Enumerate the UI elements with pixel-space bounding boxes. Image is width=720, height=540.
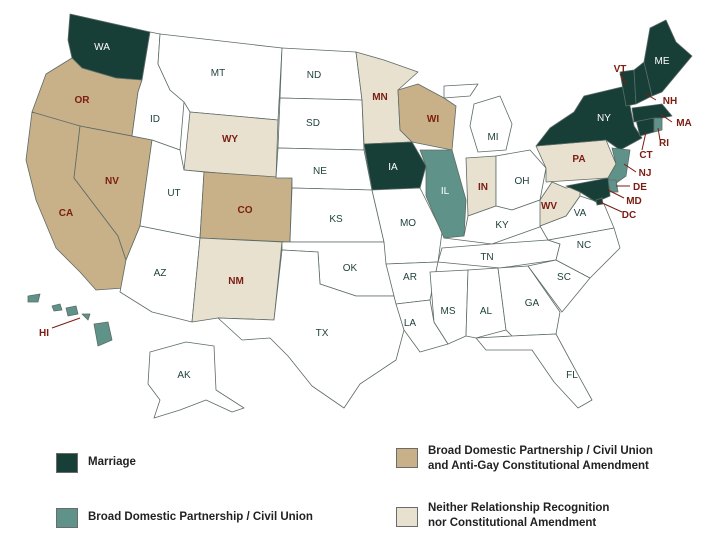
hi-callout-line [51, 317, 81, 329]
label-NC: NC [577, 240, 591, 251]
legend-neither: Neither Relationship Recognition nor Con… [396, 502, 609, 531]
legend-label-partnership-amendment: Broad Domestic Partnership / Civil Union… [428, 445, 653, 472]
label-MI: MI [487, 132, 498, 143]
label-WV: WV [541, 201, 557, 212]
label-CA: CA [59, 208, 73, 219]
label-KY: KY [495, 220, 509, 231]
label-AR: AR [403, 272, 417, 283]
legend-civil-union: Broad Domestic Partnership / Civil Union [56, 508, 313, 528]
label-OR: OR [75, 95, 91, 106]
label-TX: TX [316, 328, 329, 339]
state-NY [535, 85, 643, 151]
dc-callout-line [599, 201, 623, 213]
label-WY: WY [222, 134, 238, 145]
label-IA: IA [388, 162, 398, 173]
label-NY: NY [597, 113, 611, 124]
label-NJ: NJ [639, 168, 652, 179]
label-WA: WA [94, 42, 110, 53]
state-labels: WA OR CA NV ID MT WY UT AZ CO NM ND SD N… [39, 42, 692, 381]
legend-label-civil-union: Broad Domestic Partnership / Civil Union [88, 511, 313, 523]
ct-callout-line [641, 131, 647, 151]
state-MS [429, 269, 469, 345]
state-MI [443, 83, 513, 153]
label-ID: ID [150, 114, 160, 125]
label-NE: NE [313, 166, 327, 177]
us-states-map: WA OR CA NV ID MT WY UT AZ CO NM ND SD N… [25, 13, 693, 419]
state-WI [397, 83, 457, 151]
state-KY [443, 199, 549, 245]
label-CO: CO [238, 205, 253, 216]
legend-swatch-civil-union [56, 508, 78, 528]
state-AL [465, 267, 507, 339]
label-DC: DC [622, 210, 636, 221]
legend-swatch-neither [396, 507, 418, 527]
label-HI: HI [39, 328, 49, 339]
state-FL [475, 333, 593, 409]
label-DE: DE [633, 182, 647, 193]
legend-label-marriage: Marriage [88, 456, 136, 468]
label-NM: NM [228, 276, 244, 287]
state-IA [363, 141, 427, 191]
callout-lines [51, 73, 673, 329]
label-WI: WI [427, 114, 439, 125]
label-AZ: AZ [154, 268, 167, 279]
vt-callout-line [619, 73, 627, 85]
state-ME [643, 19, 693, 97]
label-NH: NH [663, 96, 677, 107]
state-SD [277, 97, 365, 151]
legend-swatch-marriage [56, 453, 78, 473]
label-MS: MS [441, 306, 456, 317]
label-AK: AK [177, 370, 191, 381]
label-VA: VA [574, 208, 587, 219]
label-CT: CT [639, 150, 652, 161]
label-MA: MA [676, 118, 692, 129]
label-GA: GA [525, 298, 540, 309]
legend-label-neither: Neither Relationship Recognition nor Con… [428, 502, 610, 529]
state-TX [217, 249, 405, 409]
label-OH: OH [515, 176, 530, 187]
label-MT: MT [211, 68, 225, 79]
label-KS: KS [329, 214, 343, 225]
state-MA [631, 103, 673, 123]
state-shapes [25, 13, 693, 419]
label-RI: RI [659, 138, 669, 149]
label-PA: PA [572, 154, 585, 165]
label-ND: ND [307, 70, 321, 81]
label-IN: IN [478, 182, 488, 193]
state-HI [27, 293, 113, 347]
legend-marriage: Marriage [56, 453, 136, 473]
label-MN: MN [372, 92, 388, 103]
state-WY [183, 111, 279, 179]
label-VT: VT [614, 64, 627, 75]
label-SC: SC [557, 272, 571, 283]
label-FL: FL [566, 370, 578, 381]
label-UT: UT [167, 188, 180, 199]
label-IL: IL [441, 186, 450, 197]
label-MD: MD [626, 196, 642, 207]
label-LA: LA [404, 318, 417, 329]
state-DC [595, 197, 604, 206]
ri-callout-line [657, 127, 661, 141]
label-MO: MO [400, 218, 416, 229]
label-SD: SD [306, 118, 320, 129]
label-ME: ME [655, 56, 670, 67]
label-NV: NV [105, 176, 119, 187]
label-AL: AL [480, 306, 493, 317]
label-TN: TN [480, 252, 493, 263]
state-MD [565, 177, 611, 203]
legend-swatch-partnership-amendment [396, 448, 418, 468]
nh-callout-line [645, 93, 657, 101]
md-callout-line [607, 189, 625, 199]
ma-callout-line [659, 113, 673, 123]
nj-callout-line [623, 163, 637, 173]
state-AK [147, 341, 245, 419]
label-OK: OK [343, 263, 358, 274]
legend-partnership-amendment: Broad Domestic Partnership / Civil Union… [396, 445, 653, 474]
